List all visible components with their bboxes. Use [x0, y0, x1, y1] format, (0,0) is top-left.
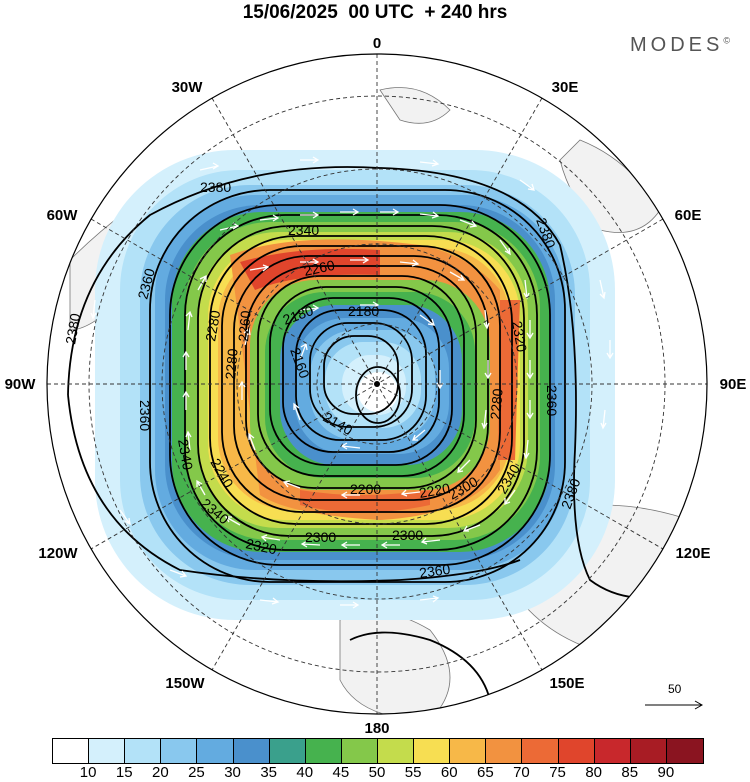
contour-label: 2220: [418, 480, 452, 501]
colorbar-tick-label: 25: [188, 764, 205, 781]
brand-text: MODES: [630, 34, 724, 56]
colorbar-swatch: [341, 739, 378, 763]
lon-label-180: 180: [364, 720, 389, 735]
lon-label-90e: 90E: [720, 376, 747, 393]
reference-arrow-icon: [645, 700, 704, 710]
colorbar-swatch: [630, 739, 667, 763]
lon-label-120w: 120W: [38, 545, 78, 562]
contour-label: 2360: [544, 385, 560, 416]
height-contours: [67, 166, 691, 714]
lon-label-30w: 30W: [172, 79, 204, 96]
colorbar-swatch: [269, 739, 306, 763]
colorbar-ticks: 10 15 20 25 30 35 40 45 50 55 60 65 70 75 80 85 90: [52, 764, 702, 782]
colorbar-swatch: [594, 739, 631, 763]
contour-label: 2360: [418, 561, 451, 581]
colorbar-swatch: [522, 739, 559, 763]
lon-label-0: 0: [373, 35, 381, 52]
contour-label: 2300: [392, 527, 423, 543]
contour-label: 2280: [222, 348, 241, 381]
colorbar-tick-label: 80: [585, 764, 602, 781]
lon-label-150e: 150E: [549, 675, 584, 692]
colorbar-swatch: [558, 739, 595, 763]
colorbar-swatch: [414, 739, 451, 763]
colorbar-tick-label: 85: [621, 764, 639, 781]
contour-labels: 2380 2380 2380 2340 2360 2360 2340 2340 …: [62, 179, 583, 581]
colorbar-tick-label: 70: [513, 764, 530, 781]
lon-label-150w: 150W: [165, 675, 205, 692]
lon-label-30e: 30E: [552, 79, 579, 96]
colorbar-tick-label: 15: [115, 764, 133, 781]
colorbar-swatch: [305, 739, 342, 763]
contour-label: 2260: [235, 310, 254, 343]
colorbar-tick-label: 35: [260, 764, 277, 781]
map-disk: [47, 54, 707, 714]
colorbar-swatch: [197, 739, 234, 763]
colorbar-tick-label: 50: [368, 764, 386, 781]
contour-label: 2360: [134, 266, 158, 300]
contour-label: 2320: [244, 535, 278, 557]
map-title: 15/06/2025 00 UTC + 240 hrs: [242, 2, 508, 23]
reference-vector-label: 50: [668, 682, 682, 696]
colorbar-tick-label: 75: [549, 764, 566, 781]
wind-vectors: [84, 156, 614, 609]
pole-marker: [374, 381, 380, 387]
polar-map: 2380 2380 2380 2340 2360 2360 2340 2340 …: [5, 35, 747, 735]
lon-label-90w: 90W: [5, 376, 37, 393]
colorbar-swatch: [450, 739, 487, 763]
colorbar: [52, 738, 704, 764]
lon-label-120e: 120E: [675, 545, 710, 562]
colorbar-tick-label: 20: [151, 764, 169, 781]
colorbar-tick-label: 55: [404, 764, 422, 781]
map-border: [46, 53, 708, 715]
colorbar-tick-label: 40: [296, 764, 314, 781]
contour-label: 2180: [348, 303, 379, 319]
colorbar-tick-label: 65: [476, 764, 494, 781]
contour-label: 2320: [509, 320, 530, 354]
colorbar-swatch: [125, 739, 162, 763]
contour-label: 2380: [200, 179, 231, 195]
lon-label-60w: 60W: [47, 207, 79, 224]
colorbar-tick-label: 30: [224, 764, 241, 781]
colorbar-swatch: [377, 739, 415, 763]
brand-logo: MODES©: [630, 34, 730, 57]
contour-label: 2340: [288, 222, 319, 238]
contour-label: 2280: [487, 388, 506, 421]
colorbar-swatch: [89, 739, 126, 763]
contour-label: 2380: [62, 312, 83, 346]
colorbar-tick-label: 45: [332, 764, 350, 781]
contour-label: 2360: [137, 400, 153, 431]
wind-speed-shading: [95, 150, 615, 620]
colorbar-tick-label: 10: [79, 764, 97, 781]
colorbar-swatch: [666, 739, 703, 763]
colorbar-tick-label: 60: [440, 764, 458, 781]
colorbar-swatch: [161, 739, 198, 763]
longitude-labels: 0 30E 60E 90E 120E 150E 180 150W 120W 90…: [5, 35, 747, 735]
colorbar-tick-label: 90: [657, 764, 675, 781]
colorbar-swatch: [486, 739, 523, 763]
copyright-mark: ©: [723, 35, 730, 46]
lon-label-60e: 60E: [675, 207, 702, 224]
reference-vector: 50: [640, 682, 710, 722]
contour-label: 2260: [302, 257, 336, 279]
contour-label: 2200: [350, 481, 381, 497]
contour-label: 2340: [175, 438, 196, 472]
contour-label: 2300: [305, 529, 336, 545]
colorbar-swatch: [53, 739, 90, 763]
colorbar-swatch: [233, 739, 270, 763]
contour-label: 2280: [202, 309, 223, 343]
